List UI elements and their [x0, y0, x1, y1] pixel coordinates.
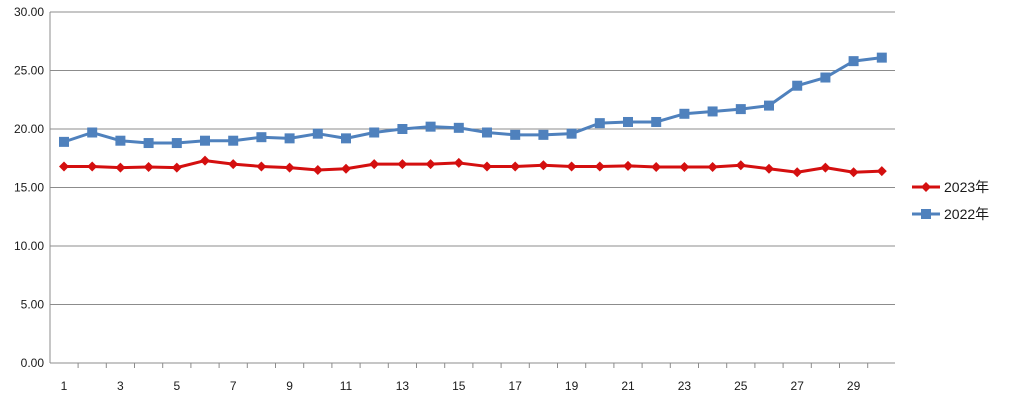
data-point — [228, 159, 239, 170]
data-point — [171, 138, 182, 149]
data-point — [651, 116, 662, 127]
data-point — [143, 162, 154, 173]
data-point — [312, 164, 323, 175]
legend-label: 2023年 — [944, 179, 989, 195]
legend-entry: 2023年 — [912, 179, 989, 195]
data-point — [482, 127, 492, 138]
data-point — [397, 124, 408, 134]
data-point — [820, 162, 831, 173]
data-point — [115, 162, 126, 173]
data-point — [200, 155, 210, 166]
x-tick-label: 29 — [847, 379, 861, 393]
y-tick-label: 25.00 — [14, 64, 44, 78]
legend-label: 2022年 — [944, 206, 989, 222]
data-point — [735, 160, 746, 171]
data-point — [341, 133, 351, 144]
data-point — [87, 161, 98, 172]
series-line — [64, 159, 882, 174]
data-point — [679, 108, 690, 119]
data-point — [453, 122, 464, 133]
data-point — [623, 160, 633, 171]
series-red — [59, 155, 887, 178]
series-lines — [59, 52, 887, 178]
x-tick-label: 1 — [61, 379, 68, 393]
data-point — [848, 167, 859, 178]
data-point — [256, 132, 267, 143]
data-point — [679, 162, 690, 173]
gridlines — [50, 11, 895, 364]
data-point — [876, 52, 887, 63]
x-tick-label: 19 — [565, 379, 579, 393]
x-tick-label: 15 — [452, 379, 466, 393]
data-point — [256, 161, 267, 172]
y-tick-label: 20.00 — [14, 122, 44, 136]
data-point — [284, 133, 295, 144]
data-point — [735, 104, 746, 115]
data-point — [538, 129, 549, 140]
data-point — [566, 128, 577, 139]
data-point — [876, 166, 887, 177]
data-point — [820, 72, 831, 83]
data-point — [171, 162, 182, 173]
x-tick-label: 25 — [734, 379, 748, 393]
data-point — [369, 127, 380, 138]
x-tick-label: 23 — [678, 379, 692, 393]
data-point — [764, 100, 774, 111]
data-point — [848, 56, 859, 67]
data-point — [792, 80, 803, 91]
legend-marker — [921, 209, 931, 219]
axes — [49, 12, 895, 368]
data-point — [792, 167, 803, 178]
data-point — [425, 121, 436, 132]
data-point — [453, 157, 464, 168]
legend-entry: 2022年 — [912, 206, 989, 222]
data-point — [707, 106, 718, 117]
x-tick-label: 7 — [230, 379, 237, 393]
data-point — [594, 161, 605, 172]
data-point — [651, 162, 662, 173]
y-tick-label: 10.00 — [14, 239, 44, 253]
y-tick-labels: 0.00 5.00 10.00 15.00 20.00 25.00 30.00 — [14, 5, 44, 370]
y-tick-label: 30.00 — [14, 5, 44, 19]
data-point — [594, 118, 605, 129]
data-point — [510, 161, 521, 172]
data-point — [341, 163, 351, 174]
data-point — [115, 135, 126, 146]
y-tick-label: 15.00 — [14, 181, 44, 195]
data-point — [623, 116, 633, 127]
x-tick-label: 3 — [117, 379, 124, 393]
y-tick-label: 5.00 — [21, 298, 45, 312]
data-point — [482, 161, 492, 172]
data-point — [510, 129, 521, 140]
data-point — [764, 163, 774, 174]
data-point — [538, 160, 549, 171]
x-tick-label: 11 — [340, 379, 353, 393]
x-tick-label: 13 — [396, 379, 410, 393]
data-point — [284, 162, 295, 173]
legend-marker — [921, 182, 931, 192]
data-point — [369, 159, 380, 170]
y-tick-label: 0.00 — [21, 356, 45, 370]
x-tick-labels: 1 3 5 7 9 11 13 15 17 19 21 23 25 27 29 — [61, 379, 861, 393]
data-point — [566, 161, 577, 172]
data-point — [87, 127, 98, 138]
data-point — [59, 161, 69, 172]
x-tick-label: 27 — [791, 379, 805, 393]
data-point — [707, 162, 718, 173]
data-point — [425, 159, 436, 170]
data-point — [228, 135, 239, 146]
legend: 2023年 2022年 — [912, 179, 989, 222]
data-point — [143, 138, 154, 149]
data-point — [312, 128, 323, 139]
data-point — [59, 136, 69, 147]
x-tick-label: 21 — [621, 379, 635, 393]
x-tick-label: 9 — [286, 379, 293, 393]
series-blue — [59, 52, 887, 149]
x-tick-label: 17 — [509, 379, 523, 393]
data-point — [200, 135, 210, 146]
x-tick-label: 5 — [173, 379, 180, 393]
data-point — [397, 159, 408, 170]
